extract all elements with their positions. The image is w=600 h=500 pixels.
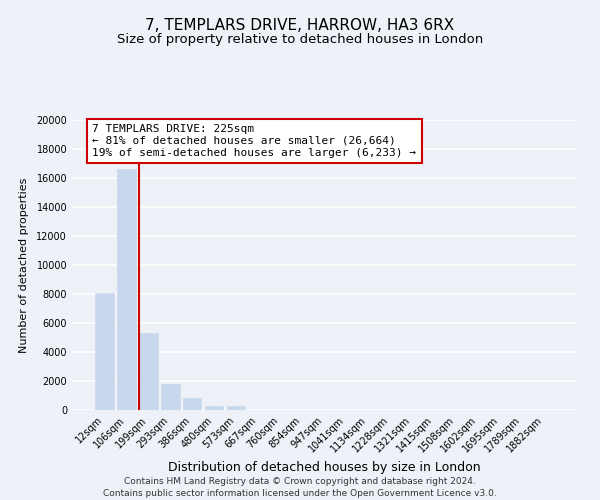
Bar <box>95 292 113 410</box>
Text: Contains public sector information licensed under the Open Government Licence v3: Contains public sector information licen… <box>103 489 497 498</box>
Text: 7, TEMPLARS DRIVE, HARROW, HA3 6RX: 7, TEMPLARS DRIVE, HARROW, HA3 6RX <box>145 18 455 32</box>
Bar <box>205 406 223 410</box>
Y-axis label: Number of detached properties: Number of detached properties <box>19 178 29 352</box>
Text: Contains HM Land Registry data © Crown copyright and database right 2024.: Contains HM Land Registry data © Crown c… <box>124 478 476 486</box>
Bar <box>139 333 158 410</box>
Bar <box>227 406 245 410</box>
X-axis label: Distribution of detached houses by size in London: Distribution of detached houses by size … <box>167 461 481 474</box>
Bar <box>117 170 136 410</box>
Bar <box>161 384 179 410</box>
Text: 7 TEMPLARS DRIVE: 225sqm
← 81% of detached houses are smaller (26,664)
19% of se: 7 TEMPLARS DRIVE: 225sqm ← 81% of detach… <box>92 124 416 158</box>
Text: Size of property relative to detached houses in London: Size of property relative to detached ho… <box>117 32 483 46</box>
Bar <box>183 398 202 410</box>
